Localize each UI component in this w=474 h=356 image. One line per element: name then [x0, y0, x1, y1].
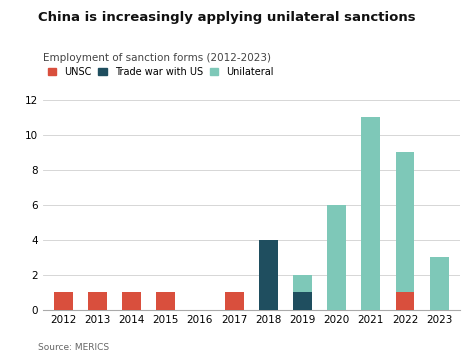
Bar — [225, 292, 244, 310]
Text: China is increasingly applying unilateral sanctions: China is increasingly applying unilatera… — [38, 11, 416, 24]
Text: Employment of sanction forms (2012-2023): Employment of sanction forms (2012-2023) — [43, 53, 271, 63]
Bar — [396, 292, 414, 310]
Bar — [430, 257, 449, 310]
Bar — [122, 292, 141, 310]
Bar — [259, 240, 278, 310]
Text: Source: MERICS: Source: MERICS — [38, 344, 109, 352]
Bar — [396, 152, 414, 292]
Bar — [327, 205, 346, 310]
Bar — [156, 292, 175, 310]
Bar — [293, 292, 312, 310]
Bar — [88, 292, 107, 310]
Bar — [293, 275, 312, 292]
Bar — [362, 117, 380, 310]
Legend: UNSC, Trade war with US, Unilateral: UNSC, Trade war with US, Unilateral — [47, 67, 273, 77]
Bar — [54, 292, 73, 310]
